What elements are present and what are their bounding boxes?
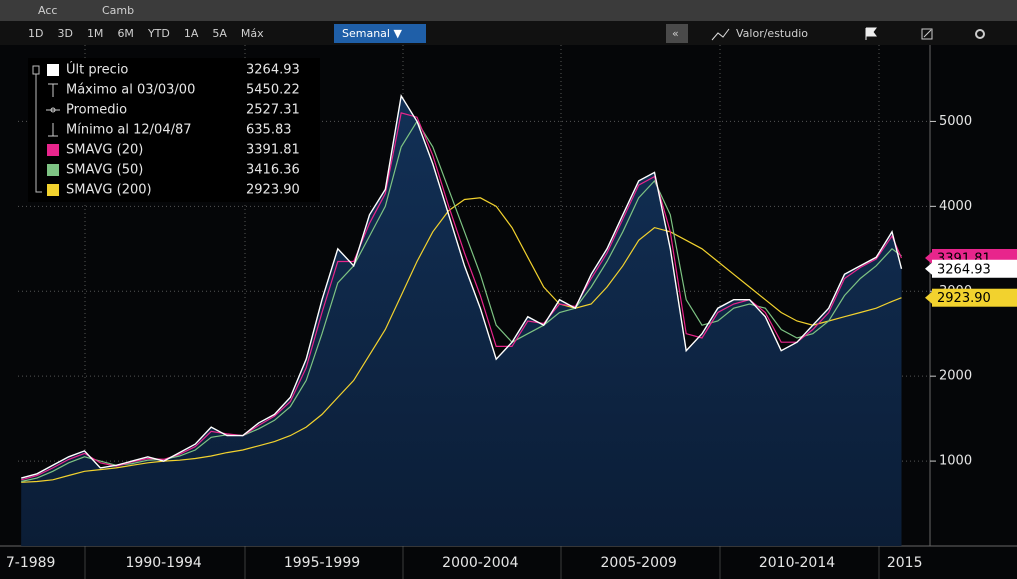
interval-label[interactable]: Semanal ▼ — [342, 27, 402, 40]
legend-swatch — [47, 164, 59, 176]
legend-label: Promedio — [66, 103, 127, 118]
y-tick-label: 1000 — [939, 454, 972, 469]
edit-icon[interactable] — [921, 28, 933, 40]
legend-value: 3264.93 — [246, 63, 300, 78]
x-tick-label: 1990-1994 — [126, 555, 202, 571]
period-button[interactable]: 6M — [117, 27, 134, 40]
last-value-marker — [932, 259, 1017, 278]
separators — [84, 45, 880, 579]
settings-icon[interactable] — [975, 29, 985, 39]
x-tick-label: 2005-2009 — [601, 555, 677, 571]
period-button[interactable]: 5A — [212, 27, 227, 40]
legend-box — [28, 58, 320, 202]
series-line — [21, 197, 902, 483]
legend-label: Mínimo al 12/04/87 — [66, 123, 192, 138]
legend-glyph — [46, 107, 60, 113]
price-area — [21, 95, 902, 547]
legend-value: 3391.81 — [246, 143, 300, 158]
legend-glyph — [48, 83, 58, 97]
period-button[interactable]: 1M — [87, 27, 104, 40]
series-line — [21, 93, 903, 479]
legend-label: SMAVG (50) — [66, 163, 143, 178]
marker-pointer — [925, 262, 932, 275]
legend-value: 3416.36 — [246, 163, 300, 178]
x-tick-label: 1995-1999 — [284, 555, 360, 571]
study-label[interactable]: Valor/estudio — [736, 27, 808, 40]
collapse-button[interactable] — [666, 24, 688, 43]
period-button[interactable]: YTD — [147, 27, 170, 40]
legend-label: Máximo al 03/03/00 — [66, 83, 195, 98]
last-value-label: 3264.93 — [937, 262, 991, 277]
menu-item[interactable]: Acc — [38, 4, 57, 17]
last-value-marker — [932, 288, 1017, 307]
legend-glyph — [48, 123, 58, 137]
legend-value: 2527.31 — [246, 103, 300, 118]
interval-button[interactable] — [334, 24, 426, 43]
period-button[interactable]: 1A — [184, 27, 199, 40]
legend-swatch — [47, 144, 59, 156]
collapse-label[interactable]: « — [672, 27, 679, 40]
y-tick-label: 5000 — [939, 114, 972, 129]
x-tick-label: 2015 — [887, 555, 923, 571]
period-button[interactable]: Máx — [241, 27, 264, 40]
legend-label: SMAVG (20) — [66, 143, 143, 158]
legend-value: 2923.90 — [246, 183, 300, 198]
flag-icon[interactable] — [865, 27, 877, 40]
legend-bracket — [32, 65, 42, 193]
period-button[interactable]: 1D — [28, 27, 43, 40]
y-tick-label: 2000 — [939, 369, 972, 384]
legend-label: Últ precio — [66, 62, 128, 78]
period-button[interactable]: 3D — [57, 27, 72, 40]
x-tick-label: 7-1989 — [6, 555, 56, 571]
legend-value: 5450.22 — [246, 83, 300, 98]
legend-value: 635.83 — [246, 123, 292, 138]
last-value-label: 2923.90 — [937, 291, 991, 306]
legend-label: SMAVG (200) — [66, 183, 152, 198]
menu-item[interactable]: Camb — [102, 4, 134, 17]
legend-swatch — [47, 184, 59, 196]
legend-swatch — [47, 64, 59, 76]
marker-pointer — [925, 251, 932, 264]
top-bar — [0, 0, 1017, 21]
toolbar — [0, 21, 1017, 45]
x-tick-label: 2010-2014 — [759, 555, 835, 571]
x-tick-label: 2000-2004 — [442, 555, 518, 571]
marker-pointer — [925, 291, 932, 304]
study-icon — [711, 28, 730, 41]
y-tick-label: 4000 — [939, 199, 972, 214]
